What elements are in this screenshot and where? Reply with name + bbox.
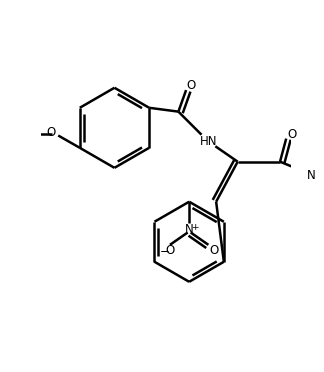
Text: O: O [46, 126, 55, 139]
Text: N: N [185, 223, 193, 236]
Text: HN: HN [200, 135, 217, 148]
Text: O: O [187, 79, 196, 92]
Text: O: O [165, 244, 175, 257]
Text: O: O [209, 244, 218, 257]
Text: O: O [287, 128, 296, 141]
Text: N: N [307, 169, 315, 182]
Text: −: − [160, 244, 169, 257]
Text: +: + [191, 222, 198, 232]
